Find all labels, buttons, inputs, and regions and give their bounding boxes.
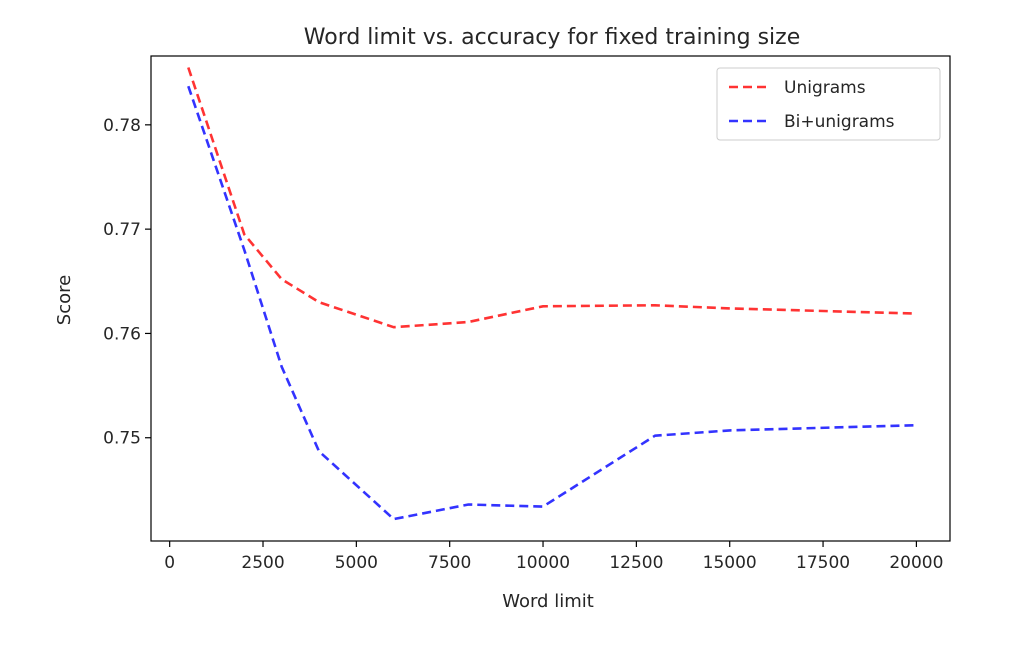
legend: Unigrams Bi+unigrams (716, 67, 941, 141)
x-tick-label: 20000 (889, 553, 943, 573)
x-tick-label: 17500 (796, 553, 850, 573)
x-axis-label: Word limit (502, 591, 594, 612)
legend-label-1: Unigrams (784, 78, 866, 98)
x-tick-label: 5000 (335, 553, 378, 573)
x-tick-label: 7500 (428, 553, 471, 573)
series-line-1 (187, 67, 917, 329)
series-line-2 (187, 85, 917, 521)
plot-area: 0 2500 5000 7500 10000 12500 15000 17500 20000 0.… (103, 55, 951, 573)
chart-title: Word limit vs. accuracy for fixed traini… (304, 25, 800, 50)
x-tick-label: 0 (164, 553, 175, 573)
legend-box (716, 67, 941, 141)
y-axis-label: Score (54, 275, 75, 325)
x-tick-label: 15000 (703, 553, 757, 573)
y-tick-label: 0.76 (103, 324, 141, 344)
legend-label-2: Bi+unigrams (784, 112, 895, 132)
axes-frame (150, 55, 951, 542)
x-tick-label: 2500 (241, 553, 284, 573)
x-tick-label: 10000 (516, 553, 570, 573)
x-tick-label: 12500 (609, 553, 663, 573)
y-tick-label: 0.78 (103, 116, 141, 136)
y-tick-label: 0.75 (103, 429, 141, 449)
y-tick-label: 0.77 (103, 220, 141, 240)
